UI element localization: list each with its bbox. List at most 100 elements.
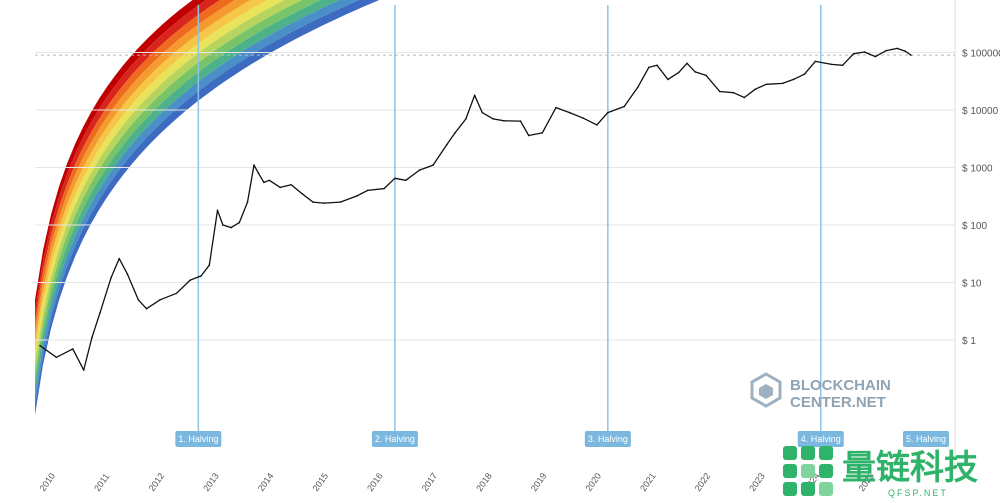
price-point <box>339 201 342 203</box>
y-tick-label: $ 10000 <box>962 106 999 117</box>
rainbow-band <box>35 0 251 342</box>
price-point <box>279 186 282 189</box>
price-point <box>208 264 211 267</box>
x-tick-label: 2013 <box>201 471 221 493</box>
price-point <box>705 74 707 77</box>
blockchaincenter-watermark: BLOCKCHAIN CENTER.NET <box>750 372 891 411</box>
price-point <box>82 369 85 371</box>
price-point <box>481 111 484 114</box>
price-line <box>39 47 912 371</box>
price-point <box>91 336 93 339</box>
price-point <box>541 132 544 134</box>
price-point <box>257 172 260 174</box>
price-point <box>678 71 680 74</box>
price-point <box>667 78 669 81</box>
price-point <box>803 73 806 75</box>
price-point <box>39 344 41 347</box>
price-point <box>814 60 817 63</box>
price-point <box>323 202 325 204</box>
price-point <box>694 71 696 73</box>
rainbow-bands <box>35 0 380 415</box>
price-point <box>355 195 358 197</box>
x-tick-label: 2023 <box>747 471 767 493</box>
x-tick-label: 2012 <box>147 471 167 493</box>
x-tick-label: 2010 <box>37 471 57 493</box>
rainbow-band <box>35 0 302 374</box>
x-tick-label: 2019 <box>529 471 549 493</box>
halving-label-box <box>371 431 418 447</box>
price-point <box>863 51 866 53</box>
price-point <box>607 111 609 114</box>
price-point <box>781 82 784 85</box>
price-point <box>719 90 721 93</box>
halving-label: 5. Halving <box>906 434 946 444</box>
x-tick-label: 2016 <box>365 471 385 493</box>
price-line-group <box>39 47 912 371</box>
price-point <box>200 275 202 277</box>
y-tick-label: $ 1000 <box>962 164 993 175</box>
halving-label-box <box>175 431 222 447</box>
price-point <box>432 164 434 166</box>
overlay-logo-text: 量链科技 <box>842 448 978 488</box>
halving-label: 4. Halving <box>801 434 841 444</box>
price-point <box>230 226 232 229</box>
halving-label-box <box>903 431 949 447</box>
price-point <box>492 118 495 120</box>
price-point <box>885 49 888 52</box>
price-point <box>137 299 140 301</box>
price-point <box>394 177 396 180</box>
qr-logo-icon <box>783 446 833 496</box>
halving-label: 1. Halving <box>178 434 218 444</box>
price-point <box>418 169 421 171</box>
halving-label: 2. Halving <box>375 434 415 444</box>
price-point <box>145 307 148 310</box>
price-point <box>637 86 639 88</box>
y-tick-label: $ 100 <box>962 221 987 232</box>
price-point <box>189 279 191 281</box>
price-point <box>503 120 505 122</box>
price-point <box>852 53 855 55</box>
x-tick-label: 2022 <box>693 471 713 493</box>
halving-label-box <box>584 431 631 447</box>
price-point <box>366 189 369 192</box>
price-point <box>473 94 476 97</box>
x-tick-label: 2015 <box>310 471 330 493</box>
x-tick-label: 2020 <box>583 471 603 493</box>
price-point <box>896 47 898 50</box>
price-point <box>465 118 467 120</box>
price-point <box>238 221 241 224</box>
price-point <box>268 179 271 182</box>
price-point <box>55 356 58 359</box>
price-point <box>910 54 912 56</box>
price-point <box>263 181 265 184</box>
price-point <box>656 64 658 67</box>
x-tick-label: 2017 <box>420 471 440 493</box>
halving-lines <box>197 5 822 432</box>
price-point <box>623 105 625 108</box>
price-point <box>405 179 407 182</box>
price-point <box>527 134 530 137</box>
price-point <box>246 201 249 203</box>
price-point <box>383 187 385 190</box>
rainbow-band <box>35 0 285 363</box>
price-point <box>72 348 74 350</box>
cube-logo-icon <box>750 372 782 408</box>
price-point <box>765 83 767 86</box>
halving-label: 3. Halving <box>588 434 628 444</box>
overlay-logo: 量链科技 QFSP.NET <box>783 446 978 498</box>
price-point <box>312 201 314 203</box>
x-tick-label: 2011 <box>92 472 111 494</box>
gridlines <box>35 0 956 470</box>
watermark-line1: BLOCKCHAIN <box>790 377 891 394</box>
y-axis-ticks: $ 1 $ 10 $ 100 $ 1000 $ 10000 $ 100000 <box>962 49 1000 348</box>
price-point <box>555 106 557 109</box>
price-point <box>216 209 219 212</box>
price-point <box>874 55 877 58</box>
price-point <box>110 277 112 279</box>
y-tick-label: $ 10 <box>962 279 982 290</box>
price-point <box>118 257 120 260</box>
price-point <box>253 164 255 166</box>
price-point <box>222 224 224 226</box>
price-point <box>454 132 456 134</box>
